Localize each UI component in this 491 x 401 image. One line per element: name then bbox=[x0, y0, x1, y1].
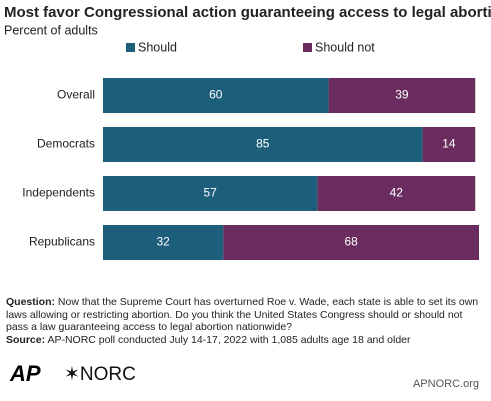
data-label: 32 bbox=[156, 235, 170, 249]
bar bbox=[422, 127, 476, 162]
bar bbox=[103, 127, 423, 162]
question-text: Now that the Supreme Court has overturne… bbox=[6, 296, 479, 333]
source: Source: AP-NORC poll conducted July 14-1… bbox=[6, 334, 484, 347]
data-label: 60 bbox=[209, 88, 223, 102]
chart-title: Most favor Congressional action guarante… bbox=[4, 4, 491, 21]
legend-label: Should bbox=[138, 40, 177, 54]
legend-label: Should not bbox=[315, 40, 375, 54]
chart-subtitle: Percent of adults bbox=[4, 23, 98, 37]
y-tick-label: Democrats bbox=[37, 137, 95, 151]
y-tick-label: Overall bbox=[57, 88, 95, 102]
source-label: Source: bbox=[6, 334, 46, 346]
legend-swatch bbox=[126, 43, 135, 52]
data-label: 39 bbox=[395, 88, 409, 102]
data-label: 14 bbox=[442, 137, 456, 151]
legend-swatch bbox=[303, 43, 312, 52]
bar bbox=[103, 225, 224, 260]
y-tick-label: Republicans bbox=[29, 235, 95, 249]
bar bbox=[103, 78, 329, 113]
data-label: 42 bbox=[390, 186, 404, 200]
bar bbox=[223, 225, 479, 260]
y-tick-label: Independents bbox=[22, 186, 95, 200]
question: Question: Now that the Supreme Court has… bbox=[6, 296, 484, 334]
data-label: 57 bbox=[203, 186, 217, 200]
bar bbox=[328, 78, 476, 113]
data-label: 85 bbox=[256, 137, 270, 151]
logo-ap: AP bbox=[10, 361, 41, 386]
site: APNORC.org bbox=[412, 378, 479, 390]
bar bbox=[317, 176, 476, 211]
data-label: 68 bbox=[344, 235, 358, 249]
bar bbox=[103, 176, 318, 211]
chart: Most favor Congressional action guarante… bbox=[4, 4, 491, 260]
logo-norc: ✶NORC bbox=[64, 364, 136, 385]
question-label: Question: bbox=[6, 296, 55, 308]
source-text: AP-NORC poll conducted July 14-17, 2022 … bbox=[47, 334, 411, 346]
